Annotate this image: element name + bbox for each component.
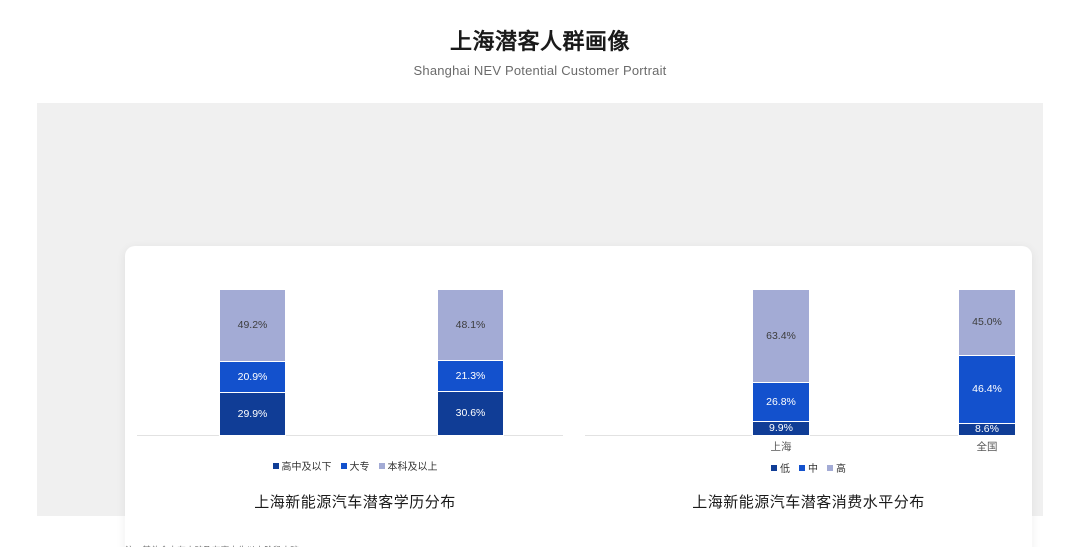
category-label-national: 全国 [976,441,998,453]
category-label-shanghai: 上海 [770,441,792,453]
plot-area-consumption: 63.4% 26.8% 9.9% 45.0% [585,286,1032,436]
stacked-bar[interactable]: 45.0% 46.4% 8.6% [958,289,1016,436]
bar-segment-high[interactable]: 63.4% [752,289,810,383]
page-subtitle: Shanghai NEV Potential Customer Portrait [413,62,667,78]
bar-segment-low[interactable]: 30.6% [437,391,504,436]
segment-value-label: 26.8% [766,396,796,409]
segment-value-label: 9.9% [769,422,793,435]
stacked-bar[interactable]: 63.4% 26.8% 9.9% [752,289,810,436]
segment-value-label: 49.2% [237,319,268,332]
bar-segment-high[interactable]: 48.1% [437,289,504,360]
legend-swatch-icon [799,464,805,471]
legend-swatch-icon [378,462,385,469]
segment-value-label: 21.3% [455,369,486,382]
segment-value-label: 29.9% [237,407,268,420]
category-axis-labels: 上海 全国 [585,439,1032,455]
charts-container: 49.2% 20.9% 29.9% 48.1% [125,246,1032,547]
legend-label: 大专 [349,462,370,473]
legend-label: 本科及以上 [387,462,438,473]
bar-segment-high[interactable]: 49.2% [219,289,286,362]
bar-segment-low[interactable]: 29.9% [219,392,286,436]
segment-value-label: 45.0% [972,316,1002,329]
segment-value-label: 46.4% [972,383,1002,396]
chart-consumption: 63.4% 26.8% 9.9% 45.0% [585,246,1032,547]
bar-segment-mid[interactable]: 20.9% [219,361,286,393]
legend-item-low[interactable]: 低 [771,460,790,475]
legend-label: 低 [780,464,790,475]
page-title: 上海潜客人群画像 [449,29,630,54]
content-card: 49.2% 20.9% 29.9% 48.1% [125,246,1032,547]
segment-value-label: 8.6% [975,423,999,436]
segment-value-label: 63.4% [766,329,796,342]
legend-swatch-icon [272,462,279,469]
chart-legend-education: 高中及以下 大专 本科及以上 [125,458,585,473]
legend-swatch-icon [827,464,833,471]
slide-panel: 49.2% 20.9% 29.9% 48.1% [37,103,1043,547]
legend-item-low[interactable]: 高中及以下 [272,458,332,473]
stacked-bar[interactable]: 49.2% 20.9% 29.9% [219,289,286,436]
chart-education: 49.2% 20.9% 29.9% 48.1% [125,246,585,547]
stacked-bar[interactable]: 48.1% 21.3% 30.6% [437,289,504,436]
bar-segment-high[interactable]: 45.0% [958,289,1016,356]
legend-swatch-icon [340,462,347,469]
legend-label: 高中及以下 [281,462,332,473]
footnote-text: 注：其他含未有小孩及有高中生以上阶段小孩 [125,544,299,547]
legend-item-mid[interactable]: 大专 [340,458,370,473]
page-header: 上海潜客人群画像 Shanghai NEV Potential Customer… [0,0,1080,78]
segment-value-label: 48.1% [455,318,486,331]
bar-segment-mid[interactable]: 26.8% [752,382,810,422]
bar-segment-mid[interactable]: 21.3% [437,359,504,391]
plot-area-education: 49.2% 20.9% 29.9% 48.1% [125,286,585,436]
legend-label: 中 [808,464,818,475]
legend-label: 高 [836,464,846,475]
chart-caption-education: 上海新能源汽车潜客学历分布 [254,494,456,511]
legend-swatch-icon [771,464,777,471]
chart-legend-consumption: 低 中 高 [585,460,1032,475]
segment-value-label: 30.6% [455,407,486,420]
axis-baseline [137,435,563,436]
bar-segment-low[interactable]: 8.6% [958,423,1016,436]
bar-segment-low[interactable]: 9.9% [752,421,810,436]
legend-item-high[interactable]: 高 [827,460,846,475]
chart-caption-consumption: 上海新能源汽车潜客消费水平分布 [692,494,925,511]
legend-item-mid[interactable]: 中 [799,460,818,475]
legend-item-high[interactable]: 本科及以上 [378,458,438,473]
bar-segment-mid[interactable]: 46.4% [958,355,1016,424]
segment-value-label: 20.9% [237,370,268,383]
